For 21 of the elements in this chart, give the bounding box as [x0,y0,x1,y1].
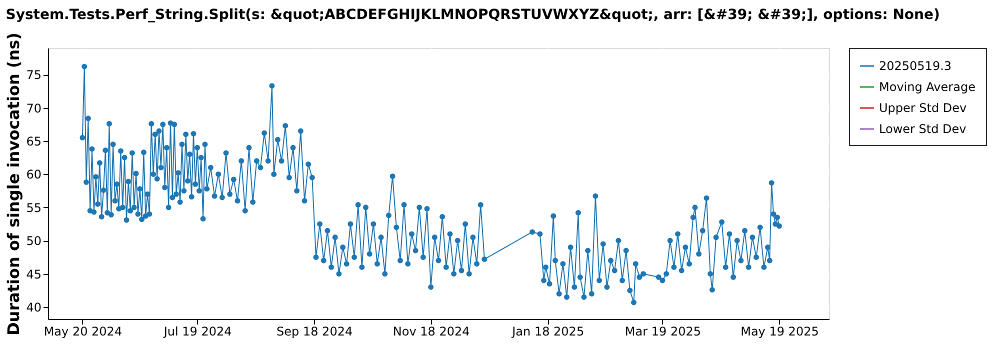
y-tick-label: 45 [26,267,42,282]
y-tick-label: 75 [26,68,42,82]
x-tick-label: May 19 2025 [740,324,819,338]
y-tick-label: 50 [26,234,42,248]
x-tick-label: May 20 2024 [44,324,122,338]
y-tick-label: 40 [26,300,42,315]
y-tick-label: 65 [26,134,42,148]
y-axis-title: Duration of single invocation (ns) [4,32,24,336]
legend-label: Lower Std Dev [879,122,966,136]
y-tick-label: 70 [26,101,42,116]
x-tick-label: Mar 19 2025 [624,324,701,338]
x-tick-label: Nov 18 2024 [392,324,470,338]
y-tick-label: 60 [26,168,42,182]
x-tick-label: Jan 18 2025 [511,324,584,338]
legend-label: Upper Std Dev [879,101,967,115]
y-tick-label: 55 [26,200,42,215]
chart-title: System.Tests.Perf_String.Split(s: &quot;ABCDEFGHIJKLMNOPQRSTUVWXYZ&quot;, arr: [&#39; &#39;], options: None) [6,7,940,24]
legend-label: Moving Average [879,80,976,94]
x-tick-label: Sep 18 2024 [276,324,353,338]
x-tick-label: Jul 19 2024 [162,324,232,338]
legend-label: 20250519.3 [879,59,952,73]
